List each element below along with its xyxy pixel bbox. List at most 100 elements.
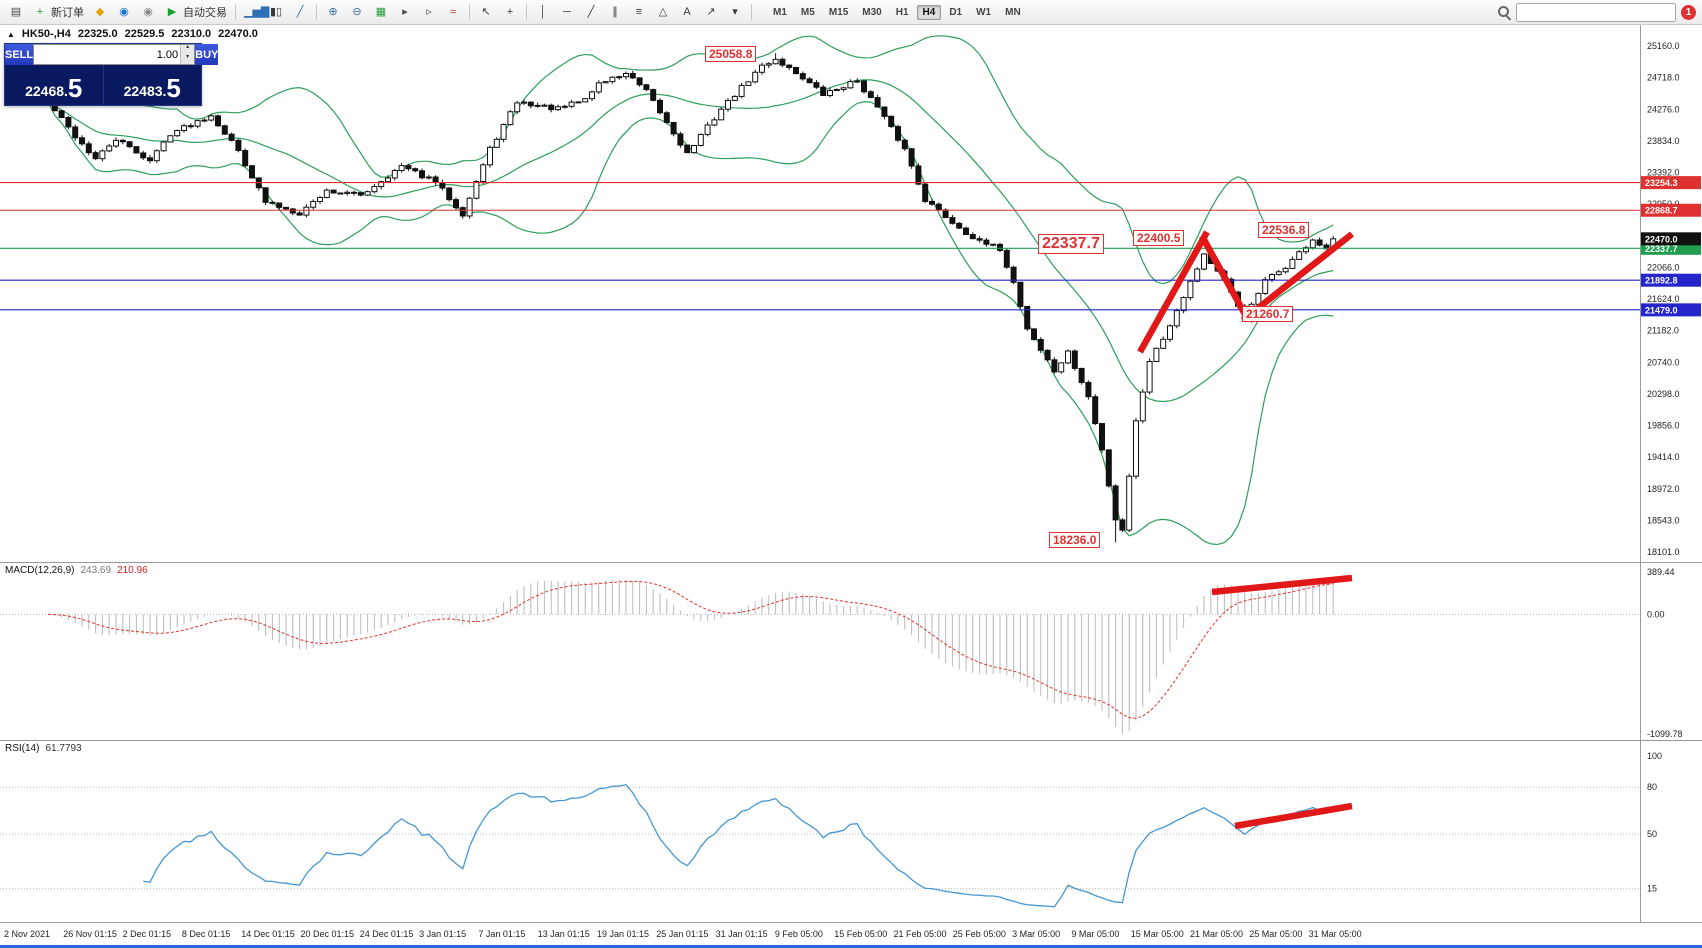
macd-value-signal: 210.96	[117, 565, 148, 576]
buy-price-big: 5	[166, 73, 181, 103]
time-axis: 2 Nov 2021 26 Nov 01:15 2 Dec 01:15 8 Dec 0…	[4, 929, 1362, 939]
svg-text:24718.0: 24718.0	[1647, 73, 1680, 83]
volume-spinner: ▴ ▾	[180, 44, 195, 64]
crosshair-icon[interactable]: +	[499, 3, 521, 21]
buy-price[interactable]: 22483. 5	[104, 65, 202, 105]
horizontal-line-icon[interactable]: ─	[556, 3, 578, 21]
market-watch-icon[interactable]: ◉	[113, 3, 135, 21]
objects-dropdown-icon[interactable]: ▾	[724, 3, 746, 21]
svg-text:9 Mar 05:00: 9 Mar 05:00	[1071, 929, 1119, 939]
svg-text:23254.3: 23254.3	[1645, 178, 1678, 188]
trend-arrow-3	[1240, 231, 1355, 323]
bar-chart-icon: ▁▅▇	[244, 6, 270, 18]
indicators-icon[interactable]: ≈	[442, 3, 464, 21]
svg-text:19856.0: 19856.0	[1647, 421, 1680, 431]
svg-text:21182.0: 21182.0	[1647, 326, 1679, 336]
autotrade-button[interactable]: ▶ 自动交易	[161, 3, 230, 21]
zoom-out-icon[interactable]: ⊖	[346, 3, 368, 21]
chart-shift-icon[interactable]: ▹	[418, 3, 440, 21]
timeframe-button-m1[interactable]: M1	[773, 6, 787, 18]
volume-increase-icon[interactable]: ▴	[186, 44, 190, 50]
new-order-button[interactable]: + 新订单	[29, 3, 87, 21]
timeframe-button-h4[interactable]: H4	[916, 4, 942, 20]
toolbar-separator	[469, 4, 470, 20]
svg-text:23834.0: 23834.0	[1647, 136, 1680, 146]
timeframe-button-d1[interactable]: D1	[949, 6, 963, 18]
timeframe-button-h1[interactable]: H1	[895, 6, 909, 18]
horizontal-line-icon: ─	[563, 6, 571, 18]
svg-text:18543.0: 18543.0	[1647, 515, 1680, 525]
svg-text:2 Nov 2021: 2 Nov 2021	[4, 929, 50, 939]
trade-panel-controls: SELL ▴ ▾ BUY	[5, 44, 219, 65]
svg-text:25160.0: 25160.0	[1647, 41, 1680, 51]
bar-chart-icon[interactable]: ▁▅▇	[241, 3, 270, 21]
macd-label: MACD(12,26,9) 243.69 210.96	[5, 565, 148, 576]
shapes-icon[interactable]: △	[652, 3, 674, 21]
timeframe-button-w1[interactable]: W1	[976, 6, 992, 18]
pane-separators	[0, 24, 1702, 923]
community-icon[interactable]: ◉	[137, 3, 159, 21]
toolbar-separator	[235, 4, 236, 20]
macd-signal-line	[47, 580, 1334, 719]
sell-price[interactable]: 22468. 5	[5, 65, 104, 105]
timeframe-button-m30[interactable]: M30	[862, 6, 882, 18]
volume-decrease-icon[interactable]: ▾	[186, 53, 190, 60]
window-bottom-border	[0, 945, 1702, 948]
svg-text:80: 80	[1647, 782, 1657, 792]
timeframe-button-m15[interactable]: M15	[828, 6, 849, 18]
rsi-label: RSI(14) 61.7793	[5, 743, 82, 754]
trend-arrow-5	[1234, 802, 1353, 830]
zoom-in-icon[interactable]: ⊕	[322, 3, 344, 21]
trade-panel-prices: 22468. 5 22483. 5	[5, 65, 201, 105]
level-lines	[0, 182, 1640, 311]
svg-text:23392.0: 23392.0	[1647, 168, 1680, 178]
ohlc-high: 22529.5	[124, 28, 165, 40]
timeframe-button-mn[interactable]: MN	[1005, 6, 1021, 18]
svg-text:-1099.78: -1099.78	[1647, 729, 1683, 739]
auto-scroll-icon: ▸	[402, 6, 408, 18]
line-chart-icon[interactable]: ╱	[289, 3, 311, 21]
trendline-icon[interactable]: ╱	[580, 3, 602, 21]
candlestick-chart-icon[interactable]: ▮▯	[265, 3, 287, 21]
alerts-icon: ◆	[95, 6, 105, 18]
svg-text:21892.8: 21892.8	[1645, 276, 1678, 286]
vertical-line-icon[interactable]: │	[532, 3, 554, 21]
svg-text:21479.0: 21479.0	[1645, 305, 1678, 315]
svg-text:22337.7: 22337.7	[1645, 244, 1678, 254]
cursor-icon: ↖	[481, 6, 491, 18]
svg-text:2 Dec 01:15: 2 Dec 01:15	[123, 929, 172, 939]
svg-text:20 Dec 01:15: 20 Dec 01:15	[301, 929, 355, 939]
channel-icon[interactable]: ∥	[604, 3, 626, 21]
svg-text:14 Dec 01:15: 14 Dec 01:15	[241, 929, 295, 939]
notification-badge[interactable]: 1	[1681, 4, 1696, 20]
alerts-icon[interactable]: ◆	[89, 3, 111, 21]
volume-input[interactable]	[34, 45, 181, 64]
new-order-button-label: 新订单	[51, 7, 84, 19]
svg-text:25 Jan 01:15: 25 Jan 01:15	[656, 929, 708, 939]
timeframe-toolbar: M1 M5 M15 M30 H1 H4 D1 W1 MN	[766, 4, 1028, 20]
macd-pane: 389.44 0.00 -1099.78	[0, 567, 1683, 739]
one-click-collapse-icon[interactable]: ▲	[7, 29, 15, 39]
bollinger-lower-line	[47, 101, 1334, 546]
tile-windows-icon[interactable]: ▦	[370, 3, 392, 21]
new-order-icon: +	[36, 6, 44, 18]
svg-text:21 Feb 05:00: 21 Feb 05:00	[894, 929, 947, 939]
buy-button[interactable]: BUY	[195, 44, 219, 65]
text-icon[interactable]: A	[676, 3, 698, 21]
svg-text:19414.0: 19414.0	[1647, 452, 1680, 462]
sell-button[interactable]: SELL	[5, 44, 34, 65]
arrow-objects-icon[interactable]: ↗	[700, 3, 722, 21]
svg-text:15 Mar 05:00: 15 Mar 05:00	[1131, 929, 1184, 939]
search-input[interactable]	[1516, 2, 1676, 22]
autotrade-play-icon: ▶	[167, 6, 177, 18]
cursor-icon[interactable]: ↖	[475, 3, 497, 21]
zoom-out-icon: ⊖	[352, 6, 362, 18]
svg-text:8 Dec 01:15: 8 Dec 01:15	[182, 929, 231, 939]
timeframe-button-m5[interactable]: M5	[800, 6, 815, 18]
bollinger-middle-line	[47, 79, 1334, 403]
fibonacci-icon[interactable]: ≡	[628, 3, 650, 21]
new-chart-icon[interactable]: ▤	[5, 3, 27, 21]
svg-text:25 Mar 05:00: 25 Mar 05:00	[1249, 929, 1302, 939]
auto-scroll-icon[interactable]: ▸	[394, 3, 416, 21]
